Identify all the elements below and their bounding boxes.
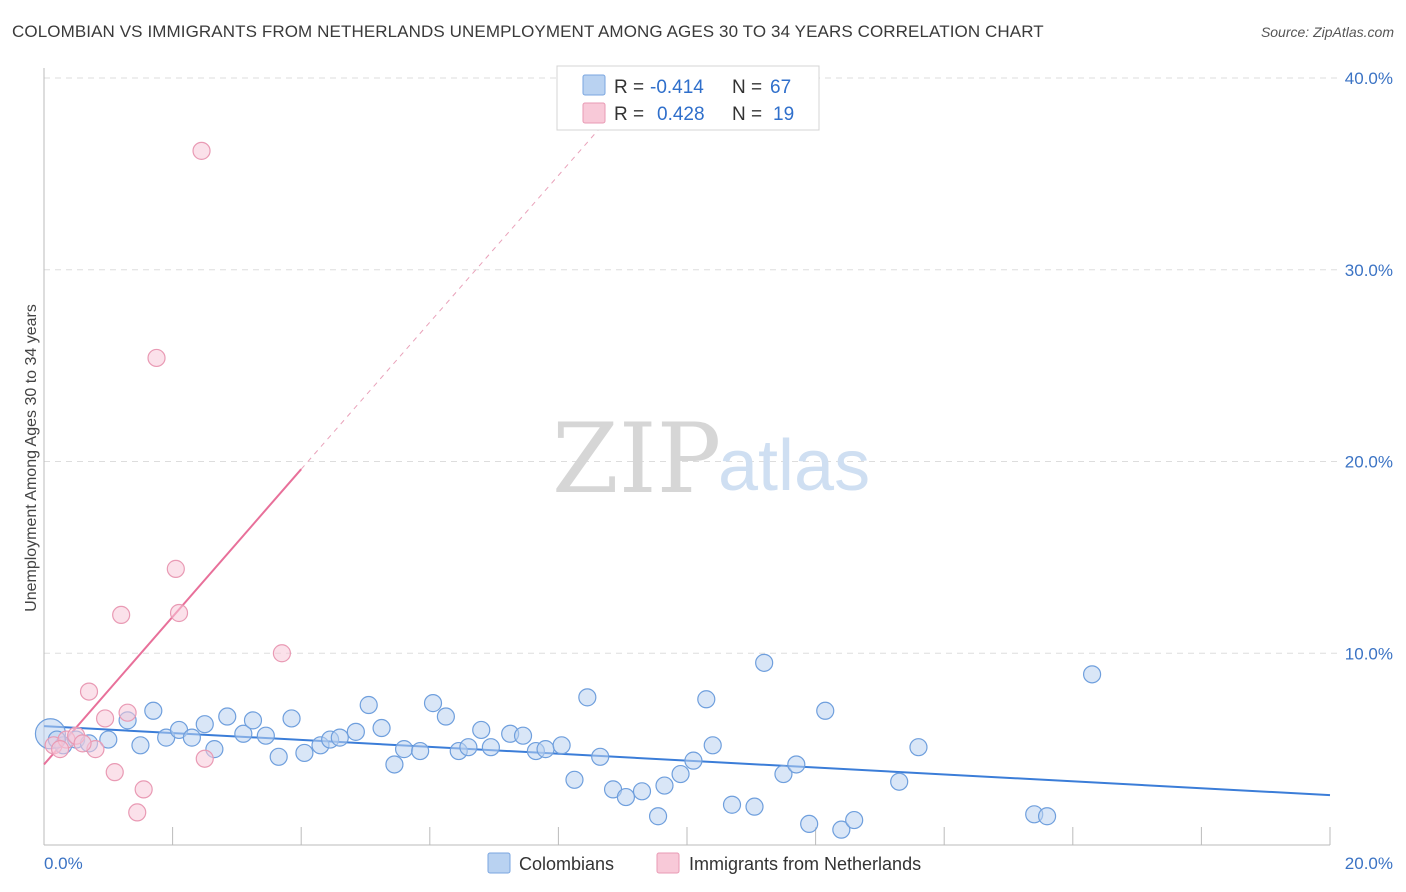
point-colombians — [144, 701, 163, 720]
point-colombians — [816, 701, 835, 720]
point-netherlands — [192, 141, 211, 160]
legend-swatch-pink — [582, 102, 606, 124]
point-colombians — [536, 740, 555, 759]
legend-swatch-colombians — [487, 852, 511, 874]
point-colombians — [578, 688, 597, 707]
y-tick-label: 30.0% — [1345, 261, 1393, 280]
point-colombians — [99, 730, 118, 749]
y-tick-label: 20.0% — [1345, 453, 1393, 472]
point-netherlands — [95, 709, 115, 728]
point-netherlands — [166, 559, 185, 578]
point-colombians — [269, 747, 288, 766]
legend-n-label: N = — [732, 77, 762, 98]
point-colombians — [1082, 665, 1102, 684]
point-colombians — [655, 776, 674, 795]
point-colombians — [243, 711, 263, 730]
point-colombians — [616, 787, 636, 807]
point-colombians — [513, 726, 533, 745]
point-colombians — [481, 738, 500, 757]
point-colombians — [411, 741, 430, 761]
point-colombians — [385, 755, 404, 774]
point-colombians — [632, 782, 652, 801]
y-tick-label: 10.0% — [1345, 644, 1393, 663]
legend-colombians: Colombians — [519, 854, 614, 874]
point-colombians — [372, 718, 391, 738]
point-netherlands — [105, 763, 124, 782]
point-colombians — [787, 755, 806, 774]
y-tick-label: 40.0% — [1345, 69, 1393, 88]
legend-r-value: -0.414 — [650, 77, 704, 98]
watermark-zip: ZIP — [552, 403, 721, 515]
point-netherlands — [272, 644, 292, 663]
point-colombians — [423, 694, 443, 713]
point-colombians — [800, 814, 819, 834]
point-colombians — [346, 722, 365, 741]
point-colombians — [684, 751, 703, 770]
watermark: ZIP atlas — [552, 403, 870, 515]
point-colombians — [1037, 807, 1057, 826]
point-colombians — [182, 728, 201, 747]
legend-swatch-blue — [582, 74, 606, 96]
legend-netherlands: Immigrants from Netherlands — [689, 854, 921, 874]
point-colombians — [394, 740, 414, 759]
point-colombians — [195, 715, 214, 734]
legend-r-value: 0.428 — [657, 104, 705, 125]
point-colombians — [909, 738, 928, 757]
trend-line-netherlands-extension — [300, 123, 604, 470]
legend-n-value: 67 — [770, 77, 791, 98]
axes: 10.0% 20.0% 30.0% 40.0% 0.0% 20.0% — [43, 68, 1393, 873]
point-netherlands — [50, 740, 70, 759]
legend-n-value: 19 — [773, 104, 794, 125]
point-colombians — [591, 747, 610, 766]
point-colombians — [234, 724, 253, 743]
point-colombians — [648, 807, 668, 826]
y-axis-label: Unemployment Among Ages 30 to 34 years — [23, 304, 40, 612]
point-colombians — [552, 736, 571, 755]
source-label: Source: ZipAtlas.com — [1260, 24, 1394, 40]
point-colombians — [774, 764, 793, 784]
point-colombians — [671, 764, 690, 784]
point-colombians — [745, 797, 764, 816]
gridlines — [44, 77, 1340, 654]
point-colombians — [131, 736, 150, 755]
point-colombians — [330, 728, 349, 747]
x-tick-label: 0.0% — [44, 854, 83, 873]
x-tick-label: 20.0% — [1345, 854, 1393, 873]
point-colombians — [565, 770, 584, 789]
data-points — [34, 141, 1102, 839]
point-netherlands — [79, 682, 99, 701]
point-netherlands — [112, 605, 131, 625]
point-netherlands — [147, 348, 166, 368]
stats-legend: R = -0.414 N = 67 R = 0.428 N = 19 — [556, 65, 820, 131]
point-colombians — [295, 743, 314, 763]
watermark-atlas: atlas — [718, 426, 870, 506]
point-netherlands — [73, 734, 92, 753]
legend-swatch-netherlands — [656, 852, 680, 874]
point-colombians — [697, 690, 716, 709]
chart-title: COLOMBIAN VS IMMIGRANTS FROM NETHERLANDS… — [12, 22, 1044, 41]
legend-n-label: N = — [732, 104, 762, 125]
point-colombians — [722, 795, 742, 814]
point-netherlands — [195, 749, 214, 768]
point-colombians — [459, 738, 478, 757]
point-colombians — [282, 709, 301, 728]
point-colombians — [218, 707, 237, 726]
point-colombians — [845, 810, 864, 830]
point-colombians — [890, 772, 909, 791]
point-netherlands — [118, 703, 137, 722]
point-colombians — [832, 820, 851, 839]
point-colombians — [472, 720, 491, 740]
legend-r-label: R = — [614, 77, 644, 98]
point-netherlands — [169, 603, 189, 623]
point-colombians — [436, 707, 455, 726]
point-colombians — [703, 736, 722, 755]
point-colombians — [256, 726, 275, 745]
point-colombians — [755, 653, 774, 672]
point-colombians — [359, 695, 378, 715]
point-netherlands — [128, 803, 147, 822]
point-netherlands — [134, 780, 153, 799]
series-legend: Colombians Immigrants from Netherlands — [487, 852, 921, 874]
legend-r-label: R = — [614, 104, 644, 125]
